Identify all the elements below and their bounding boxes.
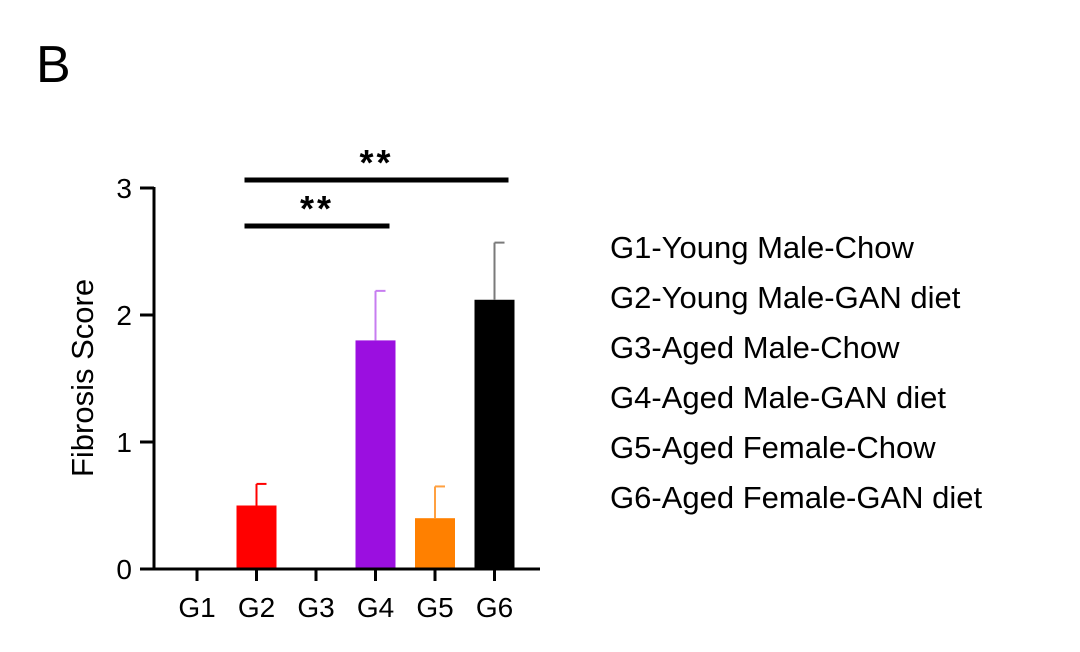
x-tick-label-g4: G4 [357,592,394,623]
y-tick-label-2: 2 [116,300,132,331]
legend-entry-1: G1-Young Male-Chow [610,230,914,265]
legend-entry-5: G5-Aged Female-Chow [610,430,936,465]
legend-entry-4: G4-Aged Male-GAN diet [610,380,946,415]
y-tick-label-0: 0 [116,554,132,585]
x-tick-label-g1: G1 [178,592,215,623]
legend-entry-6: G6-Aged Female-GAN diet [610,480,983,515]
y-tick-label-3: 3 [116,173,132,204]
plot-area: 0 1 2 3 G1 G2 G3 G4 G5 G6 ** ** [116,142,540,623]
y-axis-label: Fibrosis Score [65,279,100,477]
bar-g5 [415,518,455,569]
x-tick-label-g6: G6 [476,592,513,623]
significance-label-2: ** [300,188,334,229]
panel-label: B [36,36,71,94]
x-tick-label-g3: G3 [297,592,334,623]
bar-g6 [474,299,515,569]
y-tick-label-1: 1 [116,427,132,458]
significance-label-1: ** [359,142,393,183]
x-tick-label-g5: G5 [416,592,453,623]
legend-entry-3: G3-Aged Male-Chow [610,330,900,365]
bar-g2 [236,505,277,569]
bar-g4 [355,340,396,569]
legend: G1-Young Male-Chow G2-Young Male-GAN diet… [610,230,983,515]
legend-entry-2: G2-Young Male-GAN diet [610,280,961,315]
x-tick-label-g2: G2 [238,592,275,623]
